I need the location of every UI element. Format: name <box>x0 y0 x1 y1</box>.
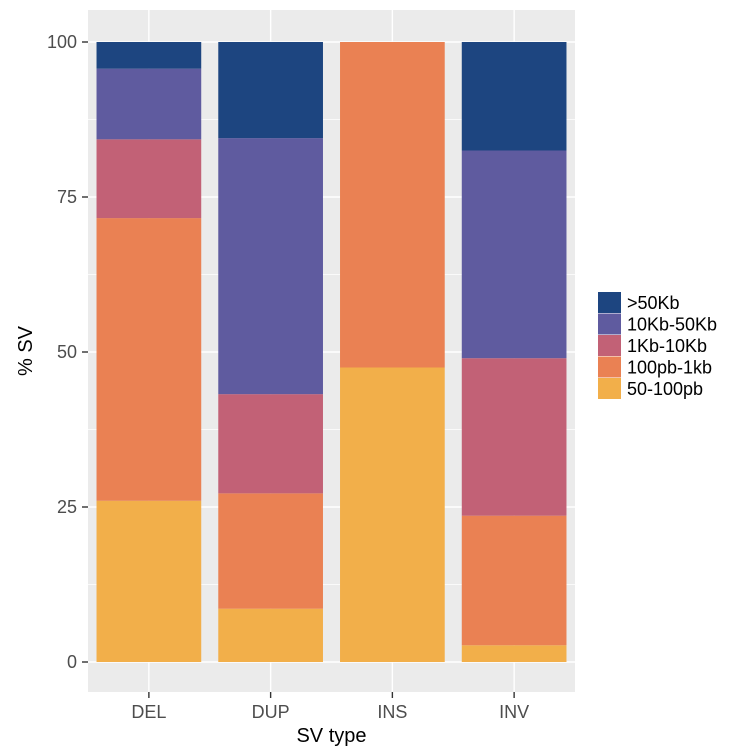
y-tick-label: 75 <box>57 187 77 207</box>
bar-segment-dup <box>218 138 323 395</box>
y-tick-label: 25 <box>57 497 77 517</box>
bar-segment-dup <box>218 394 323 494</box>
y-axis-title: % SV <box>15 325 37 376</box>
legend-key <box>598 313 621 335</box>
bar-segment-inv <box>461 150 567 359</box>
y-tick-label: 100 <box>47 32 77 52</box>
bars <box>96 42 567 662</box>
bar-segment-del <box>96 68 202 140</box>
bar-segment-ins <box>340 367 445 662</box>
x-tick-label: INV <box>499 702 529 722</box>
x-tick-label: INS <box>377 702 407 722</box>
legend-key <box>598 292 621 313</box>
legend-key <box>598 356 621 378</box>
y-tick-label: 0 <box>67 652 77 672</box>
legend-label: 50-100pb <box>627 379 703 399</box>
x-tick-label: DUP <box>252 702 290 722</box>
bar-segment-del <box>96 500 202 662</box>
legend-label: 100pb-1kb <box>627 358 712 378</box>
bar-segment-dup <box>218 608 323 662</box>
bar-segment-inv <box>461 42 567 151</box>
bar-segment-inv <box>461 645 567 662</box>
legend-label: 1Kb-10Kb <box>627 336 707 356</box>
bar-segment-inv <box>461 515 567 646</box>
bar-segment-dup <box>218 42 323 139</box>
x-axis-title: SV type <box>296 725 366 747</box>
bar-segment-ins <box>340 42 445 368</box>
legend-key <box>598 335 621 356</box>
y-tick-label: 50 <box>57 342 77 362</box>
bar-segment-del <box>96 139 202 219</box>
y-axis: 0 25 50 75 100 <box>47 32 88 672</box>
bar-segment-del <box>96 218 202 501</box>
legend-label: >50Kb <box>627 293 680 313</box>
bar-segment-del <box>96 42 202 69</box>
bar-segment-dup <box>218 493 323 609</box>
legend-key <box>598 378 621 399</box>
x-tick-label: DEL <box>131 702 166 722</box>
legend-label: 10Kb-50Kb <box>627 315 717 335</box>
x-axis: DEL DUP INS INV <box>131 692 529 722</box>
bar-segment-inv <box>461 358 567 516</box>
